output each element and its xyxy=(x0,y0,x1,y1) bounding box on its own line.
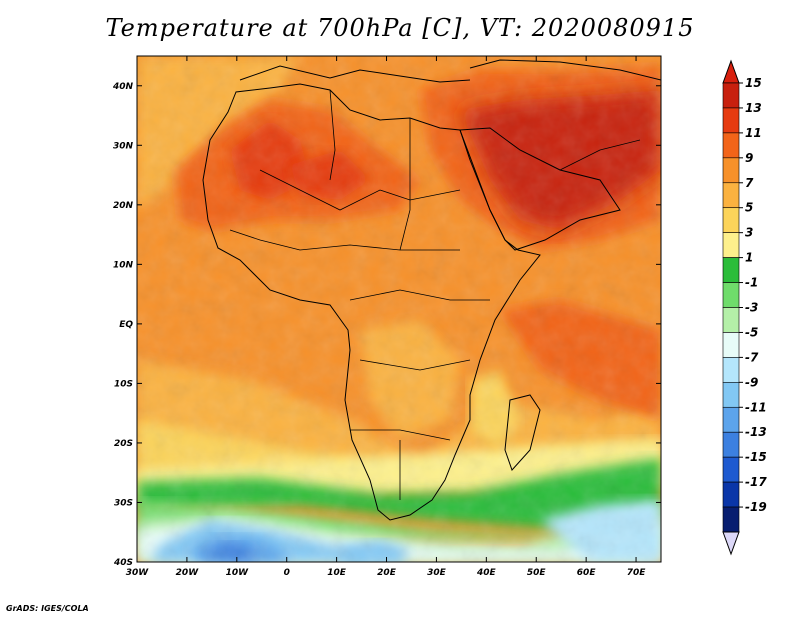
lat-tick-label: 30N xyxy=(113,141,134,151)
lon-tick-group: 30W 20W 10W 0 10E 20E 30E 40E 50E 60E 70E xyxy=(126,56,646,578)
lon-tick-label: 70E xyxy=(627,568,647,578)
lat-tick-label: 10N xyxy=(113,260,134,270)
lat-tick-label: 20N xyxy=(113,201,134,211)
lon-tick-label: 20W xyxy=(176,568,200,578)
chart-title: Temperature at 700hPa [C], VT: 202008091… xyxy=(105,14,695,42)
colorbar-swatch xyxy=(722,431,740,458)
colorbar-swatch xyxy=(722,506,740,533)
colorbar-swatch xyxy=(722,406,740,433)
colorbar-swatch xyxy=(722,232,740,258)
colorbar-bottom-arrow xyxy=(722,531,740,556)
colorbar-label: -9 xyxy=(745,375,758,389)
lat-tick-label: 30S xyxy=(114,498,133,508)
colorbar-swatch xyxy=(722,282,740,308)
country-borders xyxy=(229,89,641,500)
colorbar-label: -3 xyxy=(745,301,758,315)
colorbar-label: -19 xyxy=(745,500,767,514)
colorbar-label: 15 xyxy=(745,76,762,90)
colorbar-swatch xyxy=(722,307,740,333)
colorbar-swatch xyxy=(722,332,740,358)
colorbar-swatch xyxy=(722,82,740,109)
colorbar-swatch xyxy=(722,207,740,233)
lat-tick-group: 40N 30N 20N 10N EQ 10S 20S 30S 40S xyxy=(112,82,661,568)
lon-tick-label: 10E xyxy=(327,568,347,578)
colorbar-label: 11 xyxy=(745,126,762,140)
lon-tick-label: 20E xyxy=(377,568,397,578)
lon-tick-label: 40E xyxy=(476,568,497,578)
lat-tick-label: 10S xyxy=(114,379,133,389)
lon-tick-label: 0 xyxy=(284,568,290,578)
colorbar-label: 13 xyxy=(745,101,762,115)
lon-tick-label: 30E xyxy=(427,568,447,578)
colorbar-swatch xyxy=(722,382,740,408)
colorbar-swatch xyxy=(722,182,740,209)
colorbar-label: 1 xyxy=(745,251,753,265)
lon-tick-label: 60E xyxy=(577,568,597,578)
lat-tick-label: 40N xyxy=(112,82,134,92)
coastlines xyxy=(202,59,661,521)
colorbar-label: 3 xyxy=(745,226,753,240)
colorbar-label: -5 xyxy=(745,325,758,339)
colorbar-label: -13 xyxy=(745,425,767,439)
colorbar-swatch xyxy=(722,481,740,508)
colorbar-label: 7 xyxy=(745,176,754,190)
lat-tick-label: 40S xyxy=(113,558,133,568)
colorbar-swatch xyxy=(722,132,740,159)
colorbar-swatch xyxy=(722,456,740,483)
colorbar-label: 9 xyxy=(745,151,753,165)
lon-tick-label: 10W xyxy=(226,568,250,578)
colorbar-label: 5 xyxy=(745,201,753,215)
colorbar-label: -11 xyxy=(745,400,767,414)
colorbar-top-arrow xyxy=(722,59,740,84)
colorbar: 15 13 11 9 7 5 3 1 -1 -3 -5 -7 -9 -11 -13 -15 -17 -19 xyxy=(722,59,767,556)
lon-tick-label: 30W xyxy=(126,568,150,578)
colorbar-swatch xyxy=(722,257,740,283)
colorbar-label: -7 xyxy=(745,350,759,364)
colorbar-label: -17 xyxy=(745,475,767,489)
lat-tick-label: 20S xyxy=(114,439,133,449)
footer-credit: GrADS: IGES/COLA xyxy=(6,604,89,613)
colorbar-label: -15 xyxy=(745,450,767,464)
map-frame xyxy=(136,55,662,563)
lat-tick-label: EQ xyxy=(119,320,133,330)
temperature-field xyxy=(137,56,661,562)
colorbar-label: -1 xyxy=(745,276,758,290)
lon-tick-label: 50E xyxy=(527,568,547,578)
colorbar-swatch xyxy=(722,357,740,383)
colorbar-swatch xyxy=(722,107,740,134)
colorbar-swatch xyxy=(722,157,740,184)
